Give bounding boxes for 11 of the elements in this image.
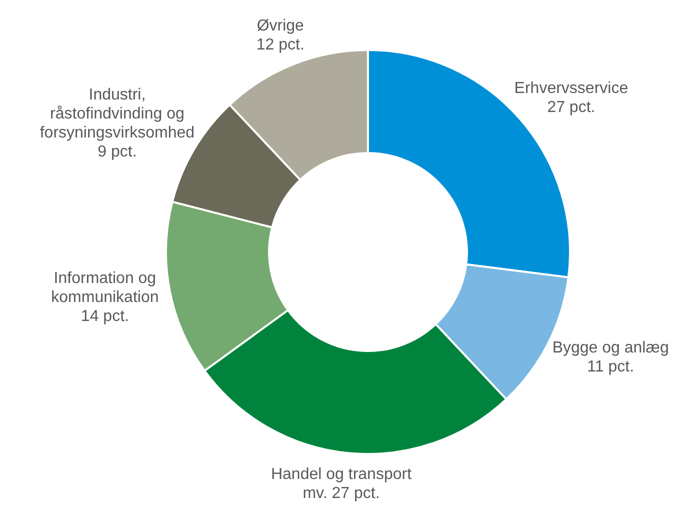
data-label: 9 pct. (98, 144, 137, 161)
slice-label: Information og kommunikation (51, 270, 159, 306)
slice-label: Øvrige (256, 17, 304, 34)
data-label: 11 pct. (587, 358, 634, 376)
slice-label: Bygge og anlæg (552, 340, 669, 357)
data-label: 14 pct. (80, 308, 129, 325)
slice-label: Handel og transport mv. 27 pct. (270, 466, 412, 502)
data-label: 12 pct. (256, 36, 304, 54)
slice-label: Industri, råstofindvinding og forsyningsvirksomhed (40, 86, 195, 142)
data-label: 27 pct. (547, 98, 596, 116)
slice-label: Erhvervsservice (514, 80, 628, 97)
